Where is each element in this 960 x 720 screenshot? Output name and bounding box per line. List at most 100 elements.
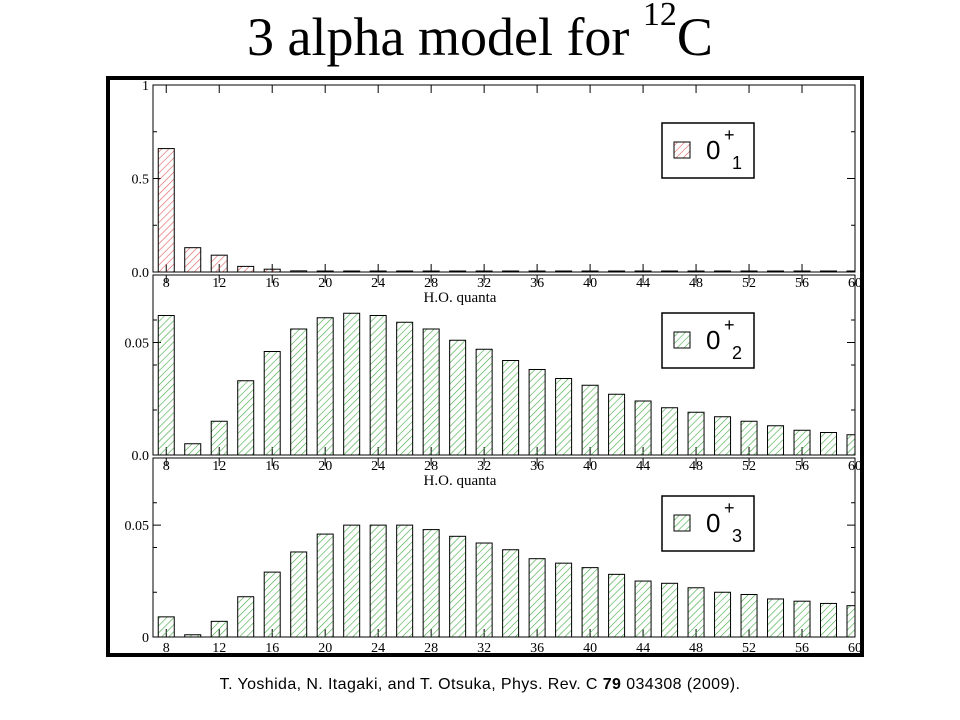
citation-authors: T. Yoshida, N. Itagaki, and T. Otsuka, P…: [219, 676, 603, 693]
x-tick-label: 36: [530, 641, 544, 653]
x-tick-label: 60: [848, 459, 860, 474]
x-tick-label: 52: [742, 459, 756, 474]
bar: [396, 524, 414, 638]
bar: [555, 378, 573, 456]
y-tick-label: 0.0: [132, 266, 150, 281]
x-tick-label: 32: [477, 641, 491, 653]
bar: [767, 270, 785, 273]
bar: [661, 407, 679, 456]
bar: [608, 393, 626, 456]
legend-box: [661, 122, 755, 179]
bar: [396, 270, 414, 273]
legend-state-label: 0: [706, 135, 720, 165]
bar: [210, 620, 228, 638]
panel-2: 0.00.058 12 16 20 24 28 32 36 40 44 48 52 56 60H.O. q…: [125, 274, 860, 489]
citation: T. Yoshida, N. Itagaki, and T. Otsuka, P…: [0, 676, 960, 694]
legend-index-sub: 1: [732, 153, 742, 173]
bar: [157, 616, 175, 638]
y-tick-label: 0.05: [125, 337, 150, 352]
x-tick-label: 44: [636, 641, 650, 653]
bar: [184, 443, 202, 456]
bar: [449, 270, 467, 273]
x-tick-label: 12: [212, 459, 226, 474]
x-tick-label: 28: [424, 641, 438, 653]
bar: [316, 533, 334, 638]
x-tick-label: 28: [424, 276, 438, 291]
x-tick-label: 40: [583, 276, 597, 291]
bar: [820, 432, 838, 456]
bar: [502, 549, 520, 638]
bar: [581, 270, 599, 273]
title-main: 3 alpha model for: [247, 7, 643, 67]
slide-title: 3 alpha model for 12C: [0, 0, 960, 72]
bar: [475, 348, 493, 456]
bar: [740, 270, 758, 273]
x-tick-label: 24: [371, 459, 385, 474]
panel-1: 0.0 0.5 1 8 12 16 20 24 28 32 36 40 44 48 52 56 60 H.O. q…: [132, 80, 861, 306]
title-tail: C: [676, 7, 713, 67]
bar: [396, 321, 414, 456]
x-tick-label: 56: [795, 641, 809, 653]
x-tick-label: 52: [742, 276, 756, 291]
legend-swatch: [673, 331, 691, 349]
y-tick-label: 0.5: [132, 173, 150, 188]
bar: [608, 573, 626, 638]
bar: [687, 270, 705, 273]
bar: [343, 312, 361, 456]
bar: [687, 587, 705, 638]
x-tick-label: 16: [265, 459, 279, 474]
bar: [369, 270, 387, 273]
bar: [846, 270, 856, 273]
bar: [528, 270, 546, 273]
y-tick-label: 0: [142, 631, 149, 646]
bar: [263, 268, 281, 273]
bar: [528, 558, 546, 638]
bar: [581, 567, 599, 638]
bar: [714, 416, 732, 456]
legend-state-label: 0: [706, 325, 720, 355]
bar: [793, 429, 811, 456]
bar: [157, 315, 175, 456]
bar: [820, 602, 838, 638]
x-tick-label: 32: [477, 459, 491, 474]
bar: [369, 315, 387, 456]
bar: [740, 593, 758, 638]
bar: [290, 328, 308, 456]
bar: [290, 270, 308, 273]
bar: [449, 535, 467, 638]
x-tick-label: 12: [212, 276, 226, 291]
x-tick-label: 20: [318, 276, 332, 291]
bar: [634, 400, 652, 456]
x-tick-label: 44: [636, 459, 650, 474]
figure-frame: 0.0 0.5 1 8 12 16 20 24 28 32 36 40 44 48 52 56 60 H.O. q…: [106, 76, 864, 657]
bar: [237, 596, 255, 638]
citation-volume: 79: [602, 676, 622, 693]
bar: [714, 270, 732, 273]
x-tick-label: 56: [795, 459, 809, 474]
bar: [237, 380, 255, 456]
bar: [184, 634, 202, 638]
legend-index-sub: 3: [732, 526, 742, 546]
bar: [210, 420, 228, 456]
legend-state-label: 0: [706, 508, 720, 538]
x-tick-label: 60: [848, 641, 860, 653]
bar: [263, 571, 281, 638]
bar: [210, 254, 228, 273]
legend-swatch: [673, 141, 691, 159]
bar: [661, 270, 679, 273]
citation-rest: 034308 (2009).: [621, 676, 741, 693]
x-tick-label: 32: [477, 276, 491, 291]
bar: [608, 270, 626, 273]
bar: [475, 542, 493, 638]
x-tick-label: 20: [318, 641, 332, 653]
bar: [449, 339, 467, 456]
x-tick-label: 52: [742, 641, 756, 653]
bar: [846, 605, 856, 638]
legend-parity-sup: +: [724, 125, 735, 145]
bar: [237, 265, 255, 273]
x-axis-label: H.O. quanta: [424, 290, 497, 306]
bar: [661, 582, 679, 638]
bar: [555, 270, 573, 273]
bar: [369, 524, 387, 638]
x-tick-label: 24: [371, 276, 385, 291]
